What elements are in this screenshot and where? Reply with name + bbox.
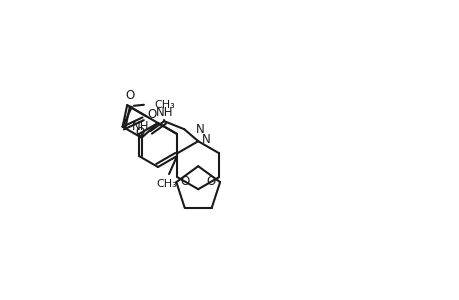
Text: CH₃: CH₃ bbox=[154, 100, 174, 110]
Text: N: N bbox=[202, 133, 211, 146]
Text: CH₃: CH₃ bbox=[157, 179, 177, 189]
Text: NH: NH bbox=[156, 106, 174, 119]
Text: O: O bbox=[147, 108, 157, 121]
Text: NH: NH bbox=[132, 120, 149, 133]
Text: O: O bbox=[125, 89, 134, 102]
Text: N: N bbox=[196, 123, 204, 136]
Text: O: O bbox=[134, 126, 144, 139]
Text: O: O bbox=[207, 175, 216, 188]
Text: O: O bbox=[180, 175, 189, 188]
